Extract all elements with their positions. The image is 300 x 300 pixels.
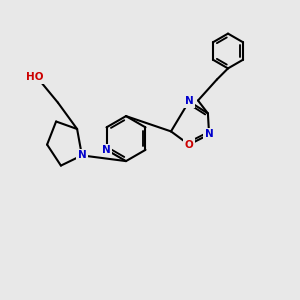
Text: N: N bbox=[205, 129, 214, 140]
Text: N: N bbox=[102, 145, 111, 155]
Text: HO: HO bbox=[26, 72, 44, 82]
Text: O: O bbox=[184, 140, 194, 150]
Text: N: N bbox=[184, 96, 194, 106]
Text: N: N bbox=[77, 150, 86, 161]
